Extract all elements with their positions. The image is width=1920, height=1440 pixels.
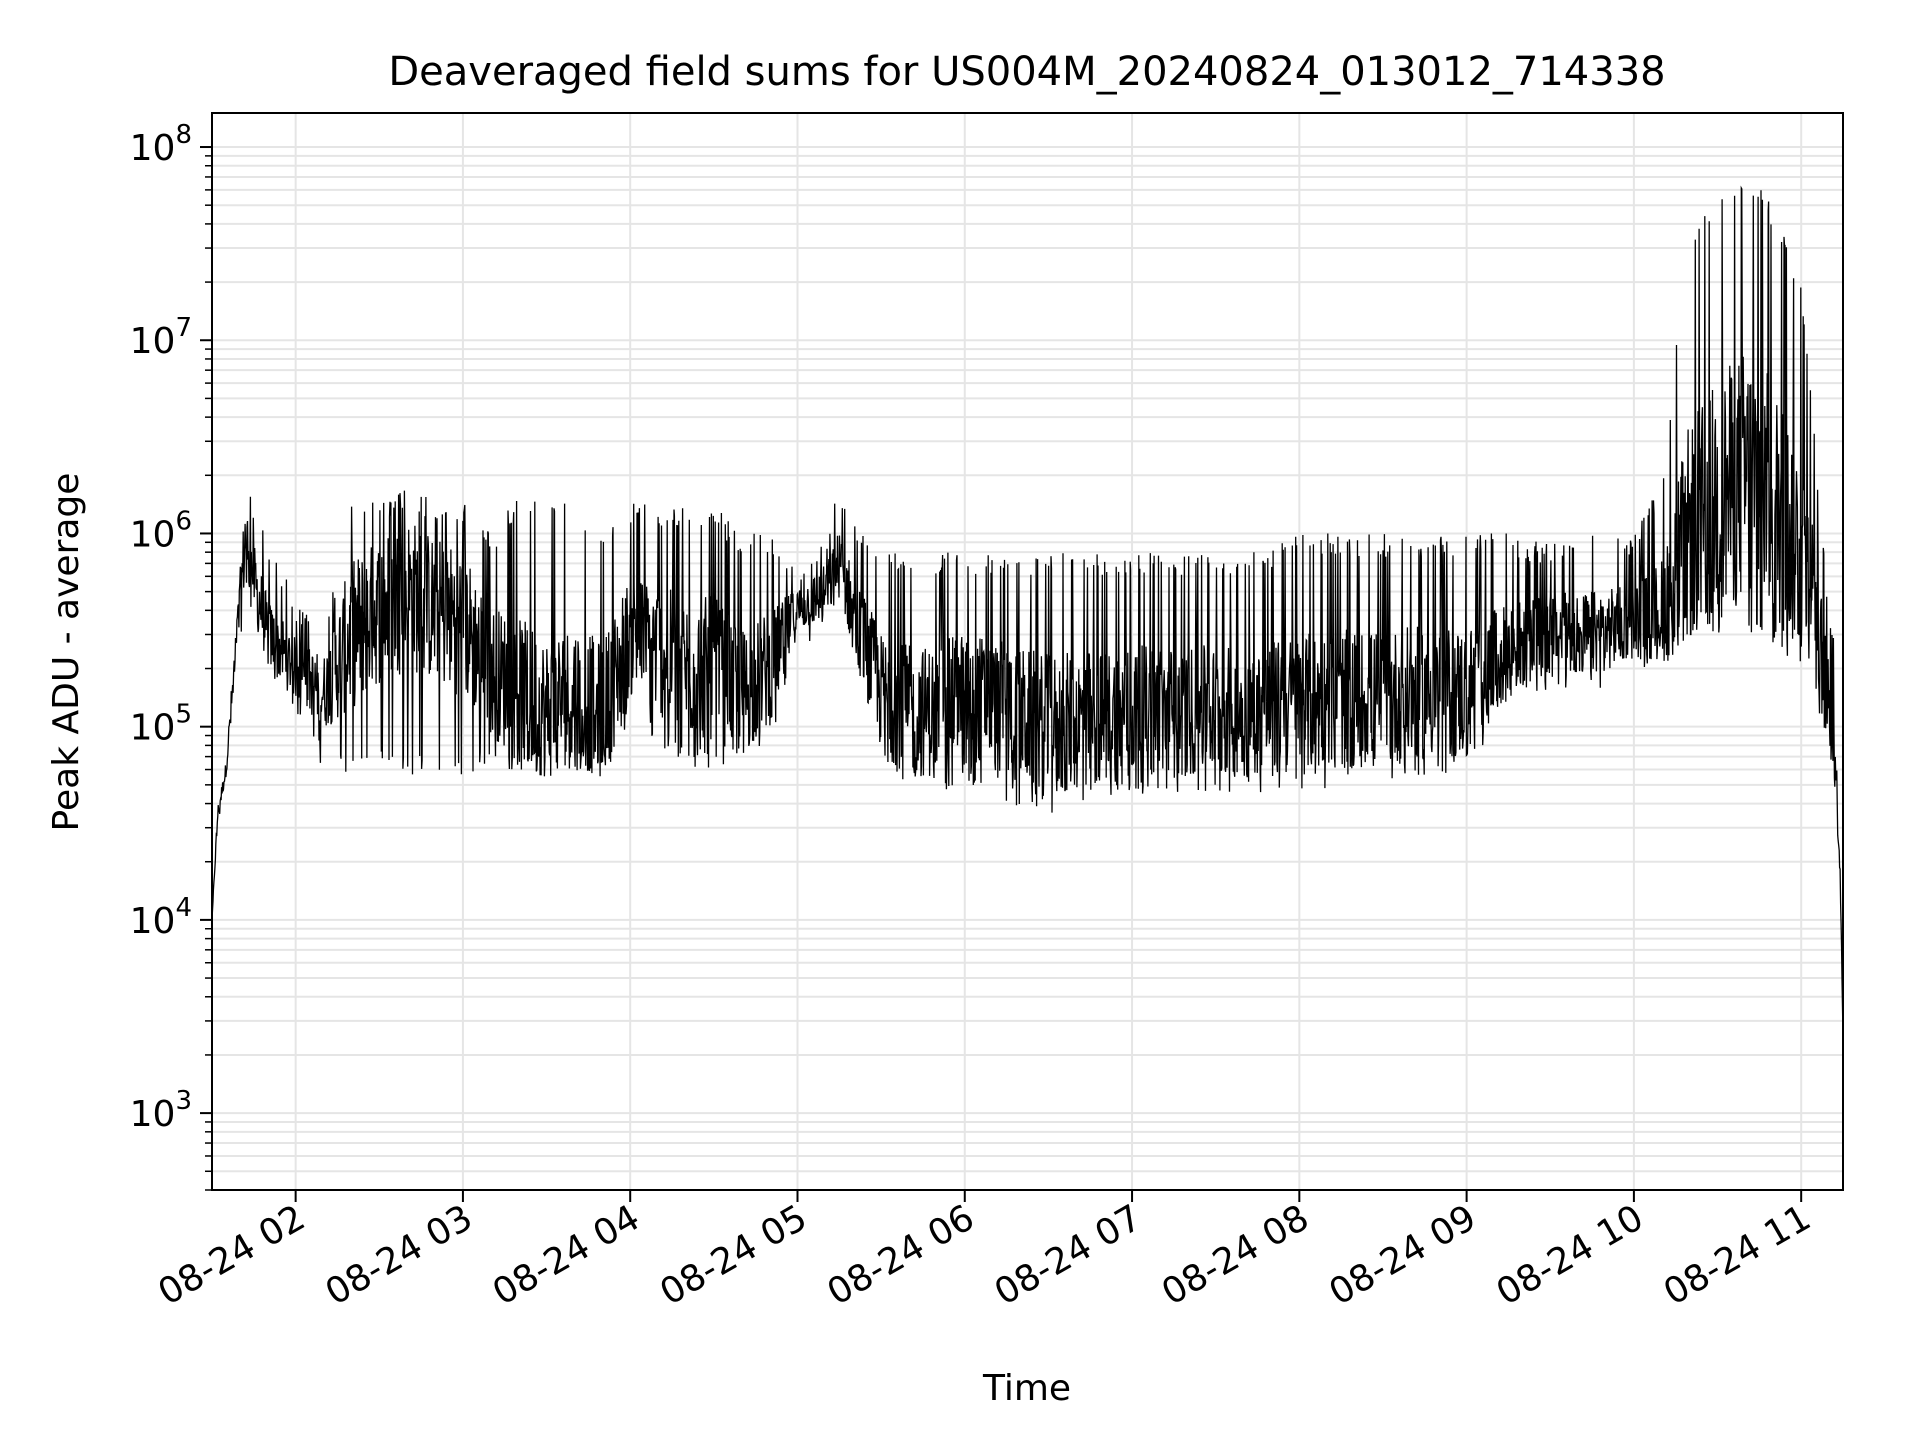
y-axis-label: Peak ADU - average	[46, 473, 87, 832]
series-line-group	[211, 185, 1844, 1037]
y-tick-label: 106	[130, 506, 192, 555]
x-axis-label: Time	[982, 1368, 1071, 1409]
y-tick-label: 105	[130, 700, 192, 749]
plot-frame	[211, 112, 1844, 1191]
series-line	[211, 185, 1844, 1037]
y-tick-label: 108	[130, 120, 192, 169]
y-tick-label: 107	[130, 313, 192, 362]
y-tick-label: 104	[130, 893, 192, 942]
y-axis-ticks: 103 104 105 106 107 108	[130, 120, 212, 1191]
y-tick-label: 103	[130, 1086, 192, 1135]
chart-title: Deaveraged field sums for US004M_2024082…	[388, 49, 1665, 95]
grid	[212, 113, 1843, 1191]
